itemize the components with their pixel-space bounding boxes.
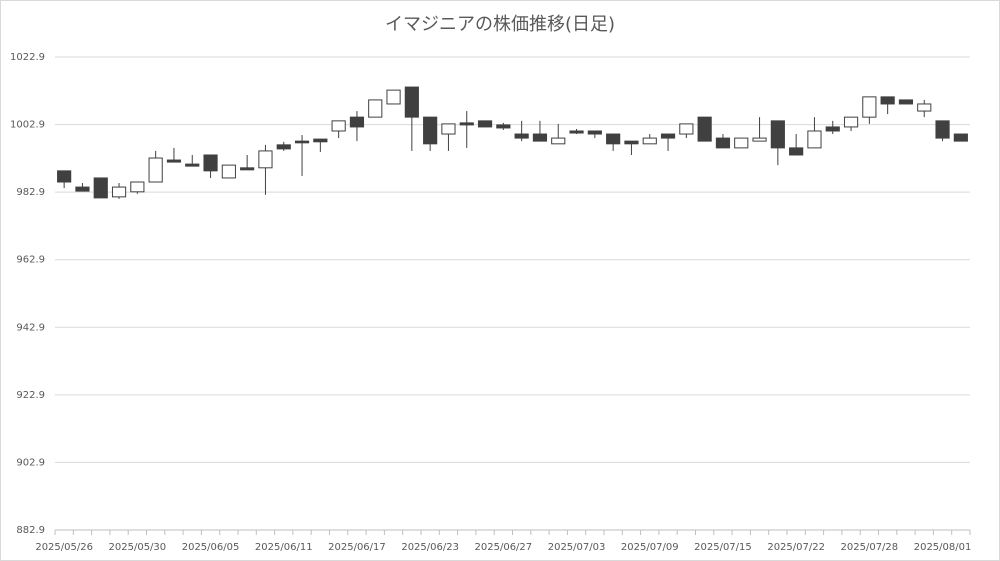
candle-body: [715, 137, 731, 149]
x-tick-label: 2025/07/28: [841, 542, 899, 553]
candle-body: [276, 144, 291, 150]
x-tick-label: 2025/05/30: [109, 542, 167, 553]
candle-body: [404, 86, 419, 118]
candle-body: [697, 116, 712, 142]
y-tick-label: 1022.9: [10, 52, 45, 63]
candle-body: [880, 96, 895, 105]
candle-body: [624, 140, 639, 145]
x-tick-label: 2025/08/01: [914, 542, 972, 553]
candle-body: [75, 186, 90, 192]
candle-body: [514, 133, 529, 139]
candle-body: [532, 133, 548, 142]
candle-body: [843, 116, 859, 128]
x-tick-label: 2025/06/11: [255, 542, 313, 553]
y-tick-label: 982.9: [16, 187, 45, 198]
candle-body: [166, 159, 182, 163]
candle-body: [331, 120, 346, 132]
candle-body: [825, 126, 840, 132]
candle-body: [130, 181, 145, 193]
chart-title: イマジニアの株価推移(日足): [385, 14, 615, 35]
candle-body: [587, 130, 602, 135]
candle-body: [459, 122, 474, 126]
candle-body: [185, 163, 200, 167]
candle-body: [496, 124, 511, 129]
candle-body: [606, 133, 621, 145]
candle-body: [935, 120, 950, 139]
candle-body: [93, 177, 108, 199]
x-tick-label: 2025/06/23: [401, 542, 459, 553]
candle-body: [386, 89, 401, 105]
candle-body: [734, 137, 749, 149]
x-tick-label: 2025/07/03: [548, 542, 606, 553]
x-tick-label: 2025/07/22: [767, 542, 825, 553]
y-tick-label: 902.9: [16, 457, 45, 468]
candle-body: [807, 130, 822, 149]
candle-body: [789, 147, 804, 156]
candle-body: [441, 123, 456, 135]
candle-body: [770, 120, 785, 149]
y-tick-label: 882.9: [16, 525, 45, 536]
candle-body: [752, 137, 767, 142]
candle-body: [477, 120, 493, 128]
candle-body: [660, 133, 676, 139]
candle-body: [221, 164, 236, 179]
candle-body: [294, 140, 310, 144]
candle-body: [679, 123, 694, 135]
x-tick-label: 2025/06/17: [328, 542, 386, 553]
candle-body: [917, 103, 932, 112]
x-tick-label: 2025/06/05: [182, 542, 240, 553]
candle-body: [642, 137, 657, 145]
candle-body: [569, 130, 584, 134]
candle-body: [898, 99, 914, 105]
y-tick-label: 942.9: [16, 322, 45, 333]
candle-body: [57, 170, 72, 183]
candle-body: [349, 116, 365, 128]
y-tick-label: 962.9: [16, 255, 45, 266]
candle-body: [862, 96, 877, 118]
candle-body: [111, 186, 127, 198]
candle-body: [148, 157, 163, 183]
x-tick-label: 2025/07/09: [621, 542, 679, 553]
candle-body: [953, 133, 968, 142]
x-tick-label: 2025/07/15: [694, 542, 752, 553]
candle-body: [240, 167, 255, 171]
candle-body: [203, 154, 218, 172]
candle-body: [313, 138, 328, 143]
candle-body: [551, 137, 566, 145]
y-tick-label: 922.9: [16, 390, 45, 401]
x-tick-label: 2025/05/26: [35, 542, 93, 553]
x-tick-label: 2025/06/27: [475, 542, 533, 553]
candle-body: [423, 116, 438, 145]
candle-body: [258, 150, 273, 169]
candle-body: [368, 99, 383, 118]
y-tick-label: 1002.9: [10, 120, 45, 131]
